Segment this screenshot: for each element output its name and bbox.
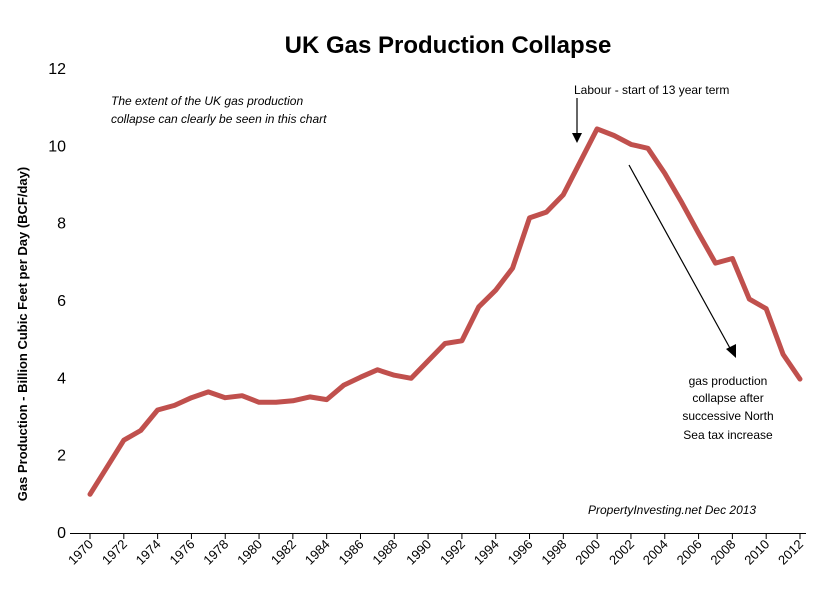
collapse-line-2: collapse after [692,391,763,405]
collapse-line-4: Sea tax increase [683,428,773,442]
note-annotation: The extent of the UK gas production coll… [111,94,327,126]
x-tick-label: 2004 [640,537,671,568]
x-tick-label: 1998 [538,537,569,568]
x-tick-label: 1986 [336,537,367,568]
y-tick-label: 6 [57,293,66,310]
x-tick-label: 2002 [606,537,637,568]
collapse-line-3: successive North [682,409,773,423]
y-tick-label: 8 [57,216,66,233]
collapse-annotation: gas production collapse after successive… [682,374,773,442]
x-tick-label: 1988 [369,537,400,568]
x-tick-label: 1976 [166,537,197,568]
y-axis: 0 2 4 6 8 10 12 [48,61,66,542]
collapse-arrow [628,164,736,358]
y-tick-label: 0 [57,525,66,542]
y-axis-label: Gas Production - Billion Cubic Feet per … [15,167,30,501]
x-axis: 1970 1972 1974 1976 1978 1980 1982 1984 1986 1988… [65,533,806,568]
note-line-1: The extent of the UK gas production [111,94,303,108]
x-tick-label: 1996 [505,537,536,568]
y-tick-label: 4 [57,370,66,387]
x-tick-label: 2008 [707,537,738,568]
x-tick-label: 1972 [99,537,130,568]
x-tick-label: 1992 [437,537,468,568]
note-line-2: collapse can clearly be seen in this cha… [111,112,327,126]
x-tick-label: 1994 [471,537,502,568]
chart-title: UK Gas Production Collapse [285,32,612,59]
labour-arrow [572,98,582,143]
x-tick-label: 2010 [741,537,772,568]
y-tick-label: 10 [48,138,66,155]
x-tick-label: 1990 [403,537,434,568]
x-tick-label: 1980 [234,537,265,568]
x-tick-label: 1978 [200,537,231,568]
x-tick-label: 2000 [572,537,603,568]
x-tick-label: 2012 [775,537,806,568]
x-tick-label: 1974 [133,537,164,568]
y-tick-label: 12 [48,61,66,78]
y-tick-label: 2 [57,448,66,465]
x-tick-label: 1970 [65,537,96,568]
x-tick-label: 2006 [674,537,705,568]
x-tick-label: 1984 [302,537,333,568]
credit-text: PropertyInvesting.net Dec 2013 [588,503,756,517]
collapse-line-1: gas production [689,374,768,388]
labour-annotation: Labour - start of 13 year term [574,83,729,97]
series-line [87,126,803,497]
x-tick-label: 1982 [268,537,299,568]
